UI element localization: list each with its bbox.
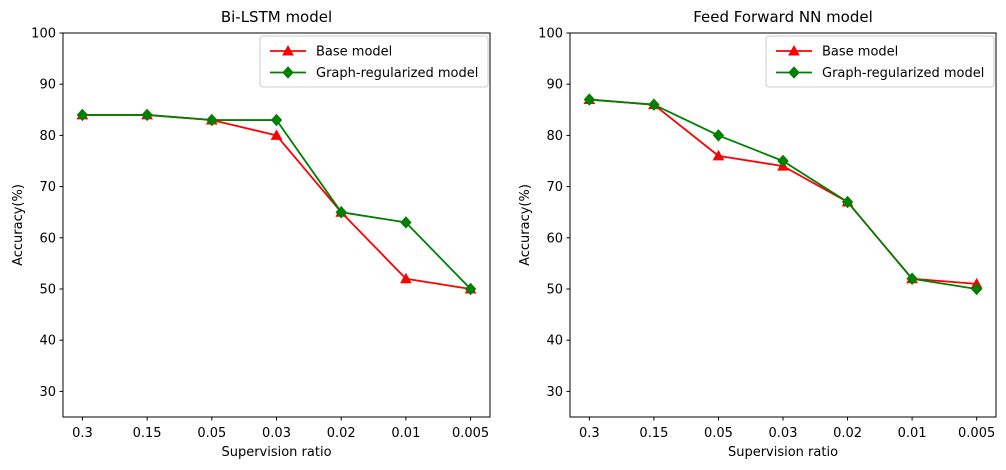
y-tick-label: 90 (39, 78, 56, 93)
y-axis-label: Accuracy(%) (518, 184, 533, 266)
legend-marker-base-model (788, 44, 800, 56)
plot-border (62, 32, 491, 418)
x-tick-label: 0.02 (327, 426, 356, 441)
plot-border (569, 32, 997, 418)
y-tick-label: 80 (546, 129, 563, 144)
x-tick-label: 0.15 (639, 426, 668, 441)
y-tick-label: 100 (31, 27, 56, 42)
series-line-graph-regularized-model (82, 114, 472, 290)
x-tick-label: 0.01 (898, 426, 927, 441)
series-marker-graph-regularized-model (841, 195, 854, 209)
legend-marker-graph-regularized-model (788, 66, 800, 79)
x-tick-label: 0.3 (72, 426, 93, 441)
x-tick-label: 0.05 (704, 426, 733, 441)
x-tick-label: 0.03 (769, 426, 798, 441)
series-marker-graph-regularized-model (777, 154, 789, 168)
legend-marker-base-model (282, 44, 294, 56)
y-tick-label: 70 (39, 180, 56, 195)
legend-label-graph-regularized-model: Graph-regularized model (822, 66, 984, 81)
chart-title: Feed Forward NN model (693, 8, 873, 26)
x-tick-label: 0.005 (958, 426, 995, 441)
x-axis-label: Supervision ratio (728, 445, 838, 460)
y-axis-label: Accuracy(%) (11, 184, 26, 266)
series-marker-graph-regularized-model (906, 272, 918, 286)
series-marker-graph-regularized-model (206, 113, 218, 127)
y-tick-label: 30 (39, 385, 56, 400)
x-tick-label: 0.3 (579, 426, 600, 441)
x-axis-label: Supervision ratio (221, 445, 331, 460)
x-tick-label: 0.01 (391, 426, 420, 441)
y-tick-label: 100 (538, 27, 563, 42)
series-marker-base-model (400, 272, 412, 284)
y-tick-label: 70 (546, 180, 563, 195)
series-marker-base-model (712, 149, 725, 161)
legend-label-graph-regularized-model: Graph-regularized model (316, 66, 478, 81)
y-tick-label: 30 (546, 385, 563, 400)
legend-marker-graph-regularized-model (282, 66, 294, 79)
series-line-graph-regularized-model (589, 98, 977, 290)
series-marker-graph-regularized-model (648, 98, 660, 111)
series-marker-graph-regularized-model (335, 205, 347, 219)
series-marker-graph-regularized-model (712, 129, 725, 142)
y-tick-label: 50 (39, 283, 56, 298)
subplot-bi-lstm: 30 40 50 60 70 80 90 100 0.3 0.15 0.05 0.03 0.02 0.01… (11, 8, 491, 460)
y-tick-label: 80 (39, 129, 56, 144)
x-tick-label: 0.02 (833, 426, 862, 441)
legend-label-base-model: Base model (316, 45, 392, 60)
legend-box (259, 35, 489, 88)
series-marker-graph-regularized-model (400, 216, 412, 229)
series-line-base-model (589, 98, 977, 285)
y-tick-label: 40 (546, 334, 563, 349)
y-tick-label: 50 (546, 283, 563, 298)
subplot-feed-forward-nn: 30 40 50 60 70 80 90 100 0.3 0.15 0.05 0.03 0.02 0.01… (503, 0, 1006, 470)
legend-label-base-model: Base model (822, 45, 898, 60)
series-marker-graph-regularized-model (141, 108, 153, 122)
series-marker-graph-regularized-model (270, 113, 283, 127)
feed-forward-nn-chart: 30 40 50 60 70 80 90 100 0.3 0.15 0.05 0.03 0.02 0.01… (518, 8, 997, 460)
y-tick-label: 60 (39, 231, 56, 246)
x-tick-label: 0.05 (197, 426, 226, 441)
x-tick-label: 0.03 (262, 426, 291, 441)
y-tick-label: 90 (546, 78, 563, 93)
legend: Base model Graph-regularized model (765, 35, 995, 88)
legend: Base model Graph-regularized model (259, 35, 489, 88)
x-tick-label: 0.005 (452, 426, 489, 441)
series-marker-base-model (270, 129, 283, 140)
series-marker-graph-regularized-model (970, 282, 983, 296)
y-tick-label: 60 (546, 231, 563, 246)
series-marker-graph-regularized-model (583, 93, 596, 106)
bi-lstm-chart: 30 40 50 60 70 80 90 100 0.3 0.15 0.05 0.03 0.02 0.01… (11, 8, 491, 460)
legend-box (765, 35, 995, 88)
series-marker-graph-regularized-model (464, 282, 477, 296)
chart-title: Bi-LSTM model (221, 8, 332, 26)
x-tick-label: 0.15 (133, 426, 162, 441)
y-tick-label: 40 (39, 334, 56, 349)
series-line-base-model (82, 114, 471, 290)
series-marker-graph-regularized-model (76, 108, 89, 122)
